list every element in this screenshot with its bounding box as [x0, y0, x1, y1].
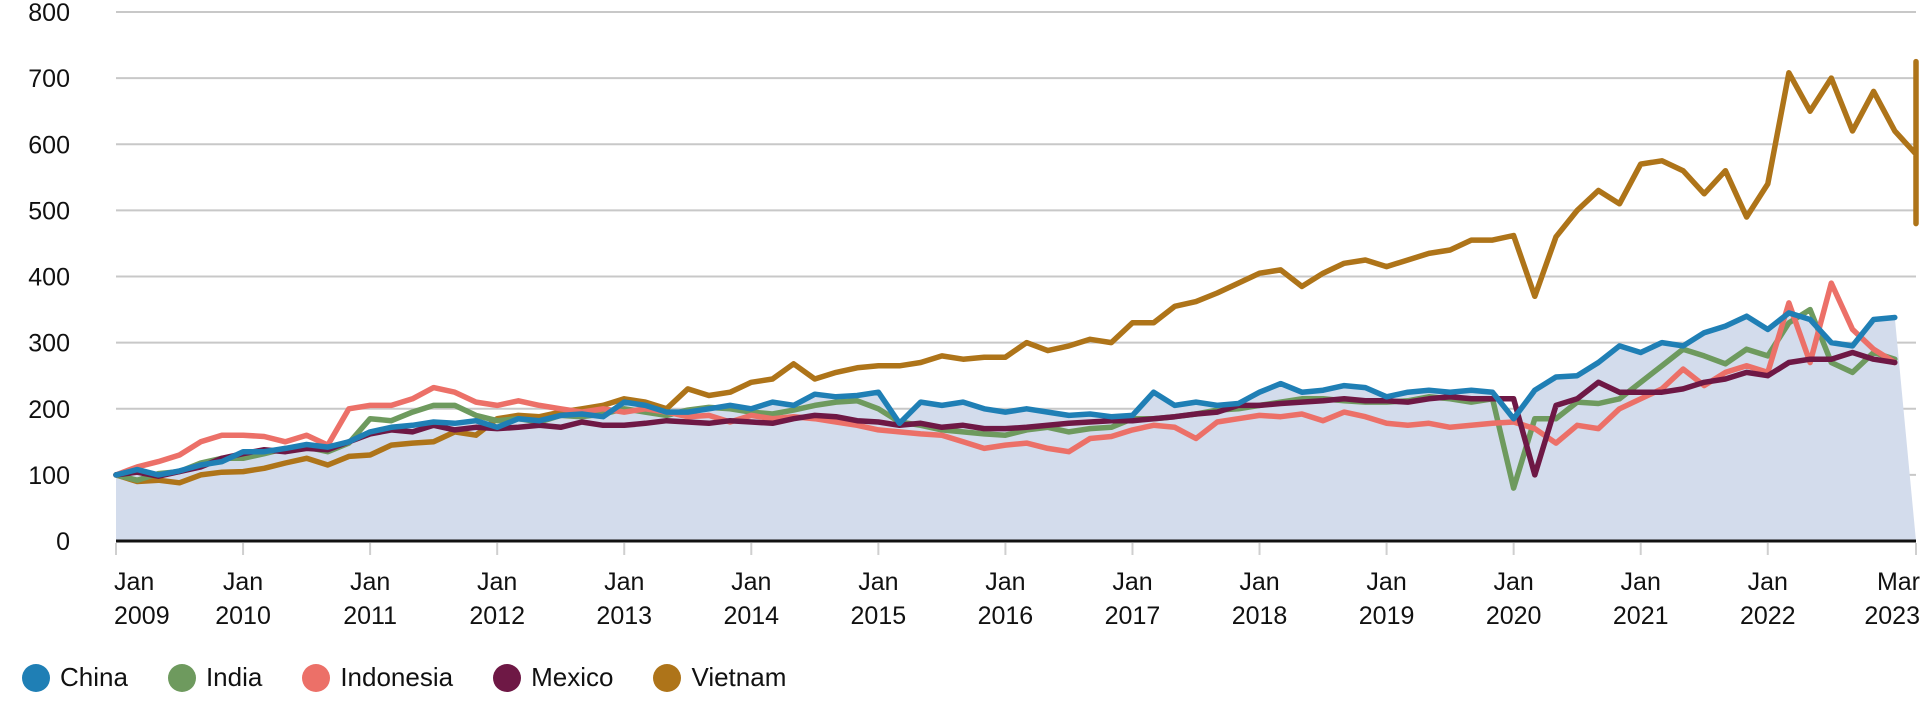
x-tick-label-year: 2023 — [1864, 602, 1920, 630]
x-axis — [115, 539, 1917, 555]
x-tick-label-year: 2016 — [978, 602, 1034, 630]
legend-label: China — [60, 662, 128, 692]
x-tick-label-month: Jan — [223, 568, 263, 596]
legend-label: Vietnam — [691, 662, 787, 692]
x-tick-label-year: 2009 — [114, 602, 170, 630]
series-line-mexico — [113, 349, 1898, 479]
x-tick-label-year: 2021 — [1613, 602, 1669, 630]
x-axis-tick-labels: Jan 2009 Jan 2010 Jan 2011 Jan 2012 Jan 2013 Jan 20… — [114, 568, 1920, 630]
y-tick-label: 200 — [28, 396, 70, 424]
y-axis-tick-labels: 0 100 200 300 400 500 600 700 800 — [28, 0, 70, 556]
legend-item-indonesia[interactable]: Indonesia — [302, 662, 453, 693]
y-tick-label: 800 — [28, 0, 70, 27]
x-tick-label-year: 2020 — [1486, 602, 1542, 630]
y-tick-label: 700 — [28, 65, 70, 93]
x-tick-label-month: Jan — [1493, 568, 1533, 596]
x-tick-label-month: Mar — [1877, 568, 1920, 596]
series-line-india — [113, 306, 1898, 491]
legend: China India Indonesia Mexico Vietnam — [22, 662, 826, 693]
indonesia-dot-icon — [302, 663, 331, 692]
x-tick-label-year: 2015 — [851, 602, 907, 630]
x-tick-label-month: Jan — [604, 568, 644, 596]
y-tick-label: 500 — [28, 197, 70, 225]
line-chart: 0 100 200 300 400 500 600 700 800 Jan 2009 Jan 2010… — [28, 0, 1920, 630]
legend-item-india[interactable]: India — [167, 662, 263, 693]
y-tick-label: 0 — [56, 528, 70, 556]
x-tick-label-year: 2013 — [596, 602, 652, 630]
x-tick-label-month: Jan — [350, 568, 390, 596]
x-tick-label-month: Jan — [985, 568, 1025, 596]
legend-item-mexico[interactable]: Mexico — [493, 662, 613, 693]
y-tick-label: 300 — [28, 330, 70, 358]
legend-label: India — [205, 662, 263, 692]
x-tick-label-month: Jan — [114, 568, 154, 596]
x-tick-label-month: Jan — [477, 568, 517, 596]
x-tick-label-year: 2010 — [215, 602, 271, 630]
x-tick-label-year: 2018 — [1232, 602, 1288, 630]
x-tick-label-year: 2014 — [723, 602, 779, 630]
legend-label: Mexico — [531, 662, 614, 692]
india-dot-icon — [167, 663, 196, 692]
x-tick-label-month: Jan — [1239, 568, 1279, 596]
legend-label: Indonesia — [340, 662, 454, 692]
y-tick-label: 400 — [28, 264, 70, 292]
series-line-vietnam — [113, 58, 1919, 486]
x-tick-label-year: 2017 — [1105, 602, 1161, 630]
china-dot-icon — [22, 663, 50, 692]
legend-item-china[interactable]: China — [22, 662, 128, 693]
x-tick-label-year: 2011 — [343, 602, 397, 630]
x-tick-label-month: Jan — [1112, 568, 1152, 596]
series-line-china — [113, 310, 1898, 478]
legend-item-vietnam[interactable]: Vietnam — [653, 662, 786, 693]
vietnam-dot-icon — [653, 663, 682, 692]
x-tick-label-month: Jan — [1621, 568, 1661, 596]
x-tick-label-year: 2022 — [1740, 602, 1796, 630]
x-tick-label-month: Jan — [1366, 568, 1406, 596]
x-tick-label-year: 2019 — [1359, 602, 1415, 630]
x-tick-label-month: Jan — [1748, 568, 1788, 596]
mexico-dot-icon — [493, 663, 522, 692]
x-tick-label-month: Jan — [731, 568, 771, 596]
series-layer — [113, 58, 1919, 491]
x-tick-label-year: 2012 — [469, 602, 525, 630]
y-tick-label: 600 — [28, 131, 70, 159]
y-tick-label: 100 — [28, 462, 70, 490]
x-tick-label-month: Jan — [858, 568, 898, 596]
series-line-indonesia — [113, 280, 1898, 478]
